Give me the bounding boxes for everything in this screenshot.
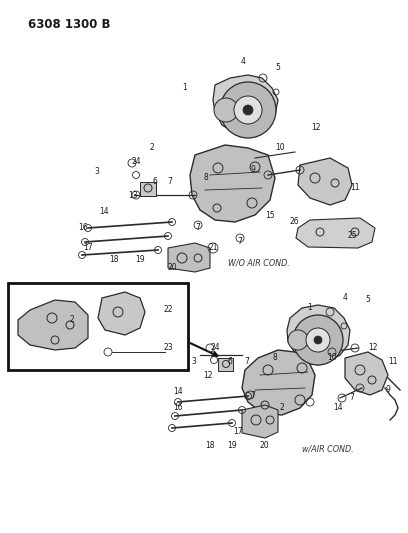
Polygon shape: [345, 352, 388, 395]
Text: 10: 10: [275, 143, 285, 152]
Text: 5: 5: [275, 63, 280, 72]
Circle shape: [293, 315, 343, 365]
Text: 23: 23: [163, 343, 173, 352]
Text: 17: 17: [83, 244, 93, 253]
Text: 2: 2: [279, 403, 284, 413]
Text: 14: 14: [99, 207, 109, 216]
Circle shape: [220, 82, 276, 138]
Bar: [8, 283, 188, 370]
Circle shape: [234, 96, 262, 124]
Text: 9: 9: [251, 166, 255, 174]
Text: 2: 2: [70, 316, 74, 325]
Text: 6: 6: [228, 358, 233, 367]
Text: 12: 12: [311, 124, 321, 133]
Text: 24: 24: [210, 343, 220, 352]
Text: 24: 24: [131, 157, 141, 166]
Text: 4: 4: [241, 58, 246, 67]
Text: 19: 19: [135, 255, 145, 264]
Text: 19: 19: [227, 440, 237, 449]
Text: 13: 13: [128, 190, 138, 199]
Polygon shape: [298, 158, 352, 205]
Text: 15: 15: [265, 211, 275, 220]
Text: 16: 16: [173, 403, 183, 413]
Circle shape: [306, 328, 330, 352]
Polygon shape: [213, 75, 278, 135]
Text: 14: 14: [333, 403, 343, 413]
Text: 18: 18: [109, 255, 119, 264]
Polygon shape: [98, 292, 145, 335]
Bar: [140, 182, 156, 196]
Text: 7: 7: [244, 358, 249, 367]
Text: 14: 14: [173, 387, 183, 397]
Text: 4: 4: [343, 294, 348, 303]
Circle shape: [214, 98, 238, 122]
Text: 3: 3: [95, 167, 100, 176]
Polygon shape: [18, 300, 88, 350]
Polygon shape: [242, 350, 315, 415]
Polygon shape: [296, 218, 375, 248]
Text: 8: 8: [204, 174, 208, 182]
Text: 12: 12: [203, 370, 213, 379]
Text: 20: 20: [259, 440, 269, 449]
Text: 11: 11: [350, 183, 360, 192]
Bar: [218, 358, 233, 371]
Text: W/O AIR COND.: W/O AIR COND.: [228, 258, 290, 267]
Text: 3: 3: [192, 358, 196, 367]
Text: 21: 21: [208, 244, 218, 253]
Text: 20: 20: [167, 263, 177, 272]
Text: 6308 1300 B: 6308 1300 B: [28, 18, 111, 31]
Text: 9: 9: [386, 385, 390, 394]
Text: 7: 7: [251, 391, 255, 400]
Polygon shape: [190, 145, 275, 222]
Text: 7: 7: [195, 223, 200, 232]
Text: 11: 11: [388, 358, 398, 367]
Text: 7: 7: [168, 177, 173, 187]
Circle shape: [314, 336, 322, 344]
Circle shape: [288, 330, 308, 350]
Circle shape: [243, 105, 253, 115]
Text: 6: 6: [153, 177, 157, 187]
Text: 16: 16: [78, 223, 88, 232]
Polygon shape: [242, 405, 278, 438]
Polygon shape: [287, 305, 350, 365]
Text: 12: 12: [368, 343, 378, 352]
Text: 26: 26: [289, 217, 299, 227]
Text: 18: 18: [205, 440, 215, 449]
Text: 1: 1: [183, 84, 187, 93]
Text: 5: 5: [366, 295, 370, 304]
Text: 7: 7: [350, 393, 355, 402]
Text: 22: 22: [163, 305, 173, 314]
Text: 25: 25: [347, 230, 357, 239]
Polygon shape: [168, 243, 210, 272]
Text: w/AIR COND.: w/AIR COND.: [302, 445, 354, 454]
Text: 2: 2: [150, 143, 154, 152]
Text: 17: 17: [233, 427, 243, 437]
Text: 8: 8: [273, 353, 277, 362]
Text: 10: 10: [327, 353, 337, 362]
Text: 1: 1: [308, 303, 313, 312]
Text: 7: 7: [237, 238, 242, 246]
